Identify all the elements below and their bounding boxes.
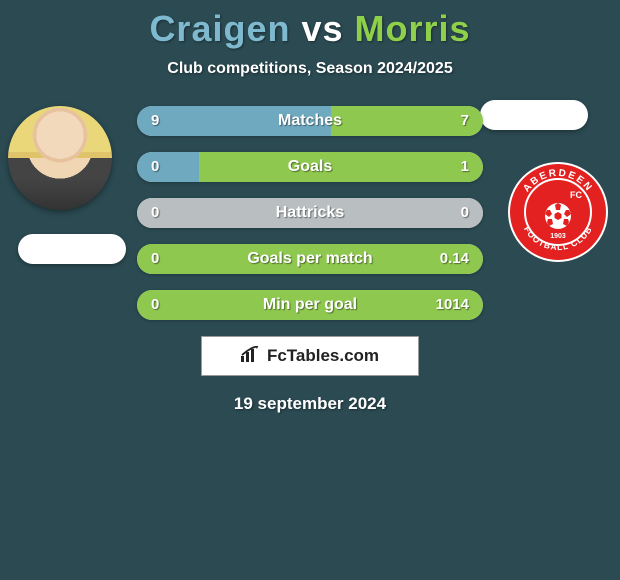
stat-value-right: 1014 — [436, 290, 469, 320]
attribution-badge: FcTables.com — [201, 336, 419, 376]
date-text: 19 september 2024 — [0, 394, 620, 414]
stat-row: 00.14Goals per match — [137, 244, 483, 274]
stat-value-right: 0.14 — [440, 244, 469, 274]
bar-left-fill — [137, 106, 331, 136]
title-player1: Craigen — [149, 8, 290, 49]
stat-row: 00Hattricks — [137, 198, 483, 228]
stat-row: 01Goals — [137, 152, 483, 182]
player-left-photo — [8, 106, 112, 210]
stat-row: 01014Min per goal — [137, 290, 483, 320]
bar-right-fill — [137, 290, 483, 320]
player-right-badge — [480, 100, 588, 130]
attribution-text: FcTables.com — [267, 346, 379, 366]
stat-value-right: 1 — [461, 152, 469, 182]
bar-right-fill — [199, 152, 483, 182]
page-title: Craigen vs Morris — [0, 0, 620, 50]
stat-value-left: 0 — [151, 244, 159, 274]
svg-text:1903: 1903 — [550, 233, 566, 240]
stat-value-left: 0 — [151, 290, 159, 320]
subtitle: Club competitions, Season 2024/2025 — [0, 60, 620, 78]
stat-value-left: 0 — [151, 152, 159, 182]
club-right-logo: ABERDEEN FOOTBALL CLUB FC 1903 — [508, 162, 608, 262]
stat-value-left: 0 — [151, 198, 159, 228]
stat-row: 97Matches — [137, 106, 483, 136]
stat-value-right: 0 — [461, 198, 469, 228]
bar-right-fill — [137, 244, 483, 274]
stat-value-left: 9 — [151, 106, 159, 136]
title-player2: Morris — [355, 8, 471, 49]
comparison-bars: 97Matches01Goals00Hattricks00.14Goals pe… — [137, 106, 483, 320]
club-left-badge — [18, 234, 126, 264]
svg-text:FC: FC — [570, 190, 582, 200]
title-vs: vs — [290, 8, 354, 49]
bar-left-fill — [137, 152, 199, 182]
chart-icon — [241, 346, 261, 367]
comparison-stage: ABERDEEN FOOTBALL CLUB FC 1903 97Matches… — [0, 106, 620, 320]
stat-value-right: 7 — [461, 106, 469, 136]
